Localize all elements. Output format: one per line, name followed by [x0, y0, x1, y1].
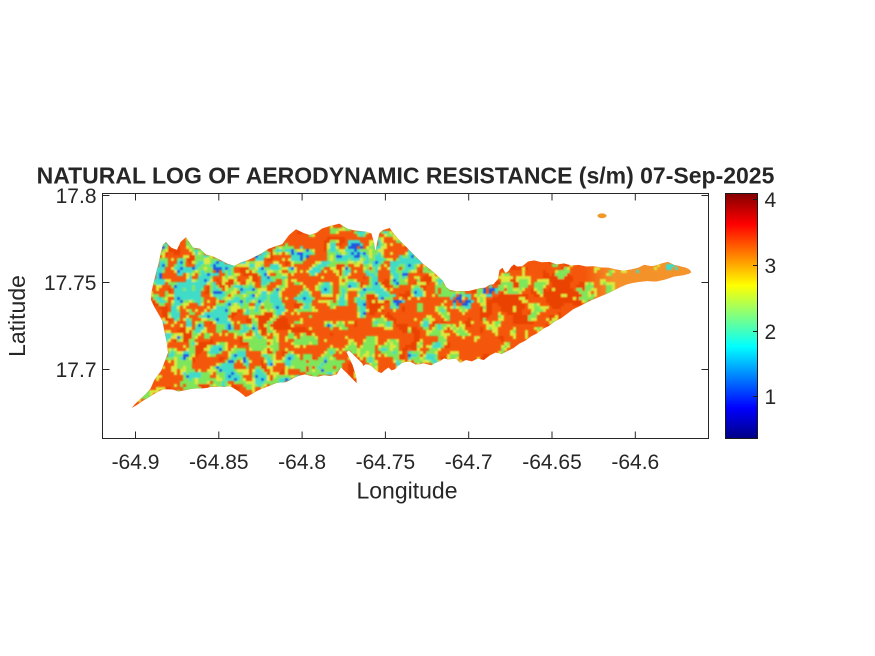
svg-text:-64.85: -64.85: [189, 451, 249, 474]
svg-text:17.75: 17.75: [44, 272, 97, 295]
svg-text:2: 2: [765, 321, 777, 344]
svg-text:-64.75: -64.75: [356, 451, 416, 474]
svg-text:Latitude: Latitude: [4, 275, 30, 357]
svg-text:-64.6: -64.6: [611, 451, 659, 474]
svg-text:3: 3: [765, 255, 777, 278]
svg-text:17.8: 17.8: [56, 185, 97, 208]
svg-text:-64.65: -64.65: [522, 451, 582, 474]
svg-text:1: 1: [765, 386, 777, 409]
svg-text:17.7: 17.7: [56, 359, 97, 382]
svg-text:-64.8: -64.8: [278, 451, 326, 474]
svg-text:NATURAL LOG OF AERODYNAMIC RES: NATURAL LOG OF AERODYNAMIC RESISTANCE (s…: [37, 163, 775, 189]
svg-text:4: 4: [765, 189, 777, 212]
svg-text:Longitude: Longitude: [356, 478, 457, 504]
svg-text:-64.7: -64.7: [445, 451, 493, 474]
svg-text:-64.9: -64.9: [112, 451, 160, 474]
